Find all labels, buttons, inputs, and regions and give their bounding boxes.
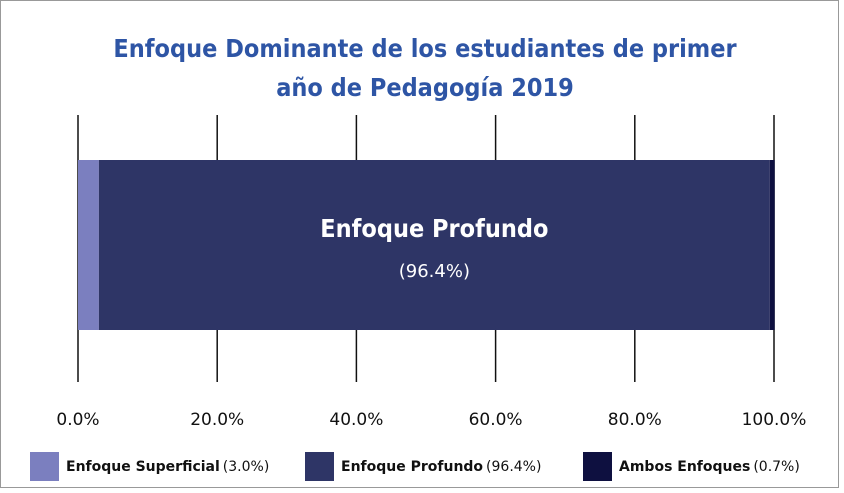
x-tick-label: 100.0%	[742, 410, 807, 430]
bar-value-label: (96.4%)	[399, 261, 470, 282]
legend-name: Enfoque Profundo	[341, 459, 483, 475]
x-tick-label: 60.0%	[469, 410, 523, 430]
bar-segment	[98, 160, 770, 330]
bar-segment	[769, 160, 775, 330]
legend-entry: Enfoque Profundo (96.4%)	[341, 459, 541, 475]
legend-name: Enfoque Superficial	[66, 459, 220, 475]
legend-value: (96.4%)	[486, 459, 541, 475]
x-tick-label: 40.0%	[329, 410, 383, 430]
legend-name: Ambos Enfoques	[619, 459, 750, 475]
chart-title: Enfoque Dominante de los estudiantes de …	[113, 34, 737, 63]
legend-entry: Enfoque Superficial (3.0%)	[66, 459, 269, 475]
legend-value: (3.0%)	[223, 459, 270, 475]
bar-label: Enfoque Profundo	[320, 214, 548, 243]
legend-swatch	[305, 452, 334, 481]
chart-title: año de Pedagogía 2019	[276, 73, 574, 102]
x-tick-label: 20.0%	[190, 410, 244, 430]
legend-swatch	[583, 452, 612, 481]
legend-value: (0.7%)	[753, 459, 800, 475]
x-tick-label: 0.0%	[56, 410, 99, 430]
x-tick-label: 80.0%	[608, 410, 662, 430]
legend-swatch	[30, 452, 59, 481]
legend-entry: Ambos Enfoques (0.7%)	[619, 459, 800, 475]
bar-segment	[78, 160, 99, 330]
